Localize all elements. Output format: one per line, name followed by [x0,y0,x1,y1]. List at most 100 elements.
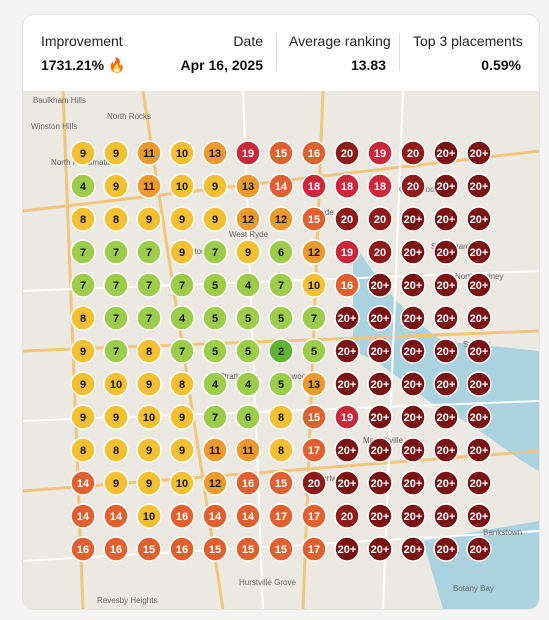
rank-value: 18 [341,181,353,193]
rank-value: 9 [245,247,251,259]
stat-value: 0.59% [481,57,521,73]
rank-value: 10 [143,511,155,523]
rank-pin [103,140,129,166]
rank-pin [103,404,129,430]
stat-value: Apr 16, 2025 [180,57,264,73]
rank-value: 20+ [404,544,423,556]
rank-value: 7 [113,247,119,259]
rank-pin [136,536,162,562]
rank-pin [400,239,426,265]
stat-label: Average ranking [289,33,391,49]
rank-pin [136,305,162,331]
rank-pin [367,173,393,199]
rank-value: 5 [212,280,218,292]
rank-value: 20 [341,148,353,160]
rank-pin [235,404,261,430]
rank-value: 20+ [371,346,390,358]
rank-value: 5 [245,313,251,325]
rank-pin [334,536,360,562]
rank-pin [334,371,360,397]
rank-pin [103,470,129,496]
rank-value: 20+ [404,412,423,424]
stat: Improvement 1731.21% 🔥 [41,33,125,74]
rank-value: 9 [80,148,86,160]
rank-pin [136,140,162,166]
rank-pin [433,536,459,562]
rank-pin [235,305,261,331]
rank-value: 16 [110,544,122,556]
rank-value: 17 [308,544,320,556]
rank-pin [400,503,426,529]
rank-value: 15 [275,478,287,490]
rank-value: 14 [77,511,90,523]
rank-value: 4 [80,181,87,193]
rank-value: 5 [278,313,284,325]
rank-value: 4 [212,379,219,391]
rank-pin [169,206,195,232]
rank-value: 17 [275,511,287,523]
rank-value: 15 [308,412,320,424]
rank-pin [70,206,96,232]
rank-value: 14 [110,511,123,523]
rank-pin [136,272,162,298]
rank-pin [136,239,162,265]
rank-pin [202,272,228,298]
rank-value: 11 [242,445,254,457]
rank-value: 8 [113,214,119,226]
rank-value: 10 [110,379,122,391]
rank-value: 16 [176,511,188,523]
rank-value: 9 [146,445,152,457]
stat: Average ranking 13.83 [289,33,391,73]
rank-pin [301,437,327,463]
rank-pin [334,503,360,529]
rank-value: 15 [275,148,287,160]
rank-pin [70,536,96,562]
rank-pin [334,140,360,166]
rank-value: 20+ [371,445,390,457]
rank-value: 20+ [404,247,423,259]
rank-pin [70,239,96,265]
map-label: Bankstown [483,528,522,537]
rank-value: 20+ [437,280,456,292]
rank-value: 12 [308,247,320,259]
rank-value: 2 [278,346,284,358]
rank-pin [169,338,195,364]
rank-pin [367,239,393,265]
rank-value: 20+ [338,544,357,556]
rank-pin [202,536,228,562]
rank-value: 20+ [404,346,423,358]
rank-value: 8 [80,445,86,457]
rank-value: 8 [278,412,284,424]
rank-pin [301,272,327,298]
map-label: West Ryde [229,230,269,239]
map: Baulkham Hills Winston Hills North Rocks… [23,91,539,609]
rank-value: 9 [179,214,185,226]
rank-pin [235,338,261,364]
rank-pin [367,338,393,364]
rank-pin [103,173,129,199]
rank-pin [301,206,327,232]
rank-pin [268,206,294,232]
rank-value: 9 [179,247,185,259]
rank-value: 9 [113,478,119,490]
rank-value: 20+ [470,280,489,292]
rank-value: 13 [242,181,254,193]
rank-pin [169,404,195,430]
rank-pin [136,371,162,397]
rank-pin [70,437,96,463]
rank-pin [169,239,195,265]
rank-pin [103,536,129,562]
rank-value: 20+ [437,148,456,160]
rank-value: 20+ [404,445,423,457]
rank-pin [202,404,228,430]
rank-pin [169,536,195,562]
rank-value: 20 [341,214,353,226]
stat-label: Top 3 placements [413,33,523,49]
rank-value: 20+ [338,445,357,457]
rank-pin [301,503,327,529]
map-label: Earlwood [317,474,350,483]
rank-pin [235,206,261,232]
rank-value: 5 [311,346,317,358]
rank-pin [400,371,426,397]
rank-value: 15 [209,544,221,556]
